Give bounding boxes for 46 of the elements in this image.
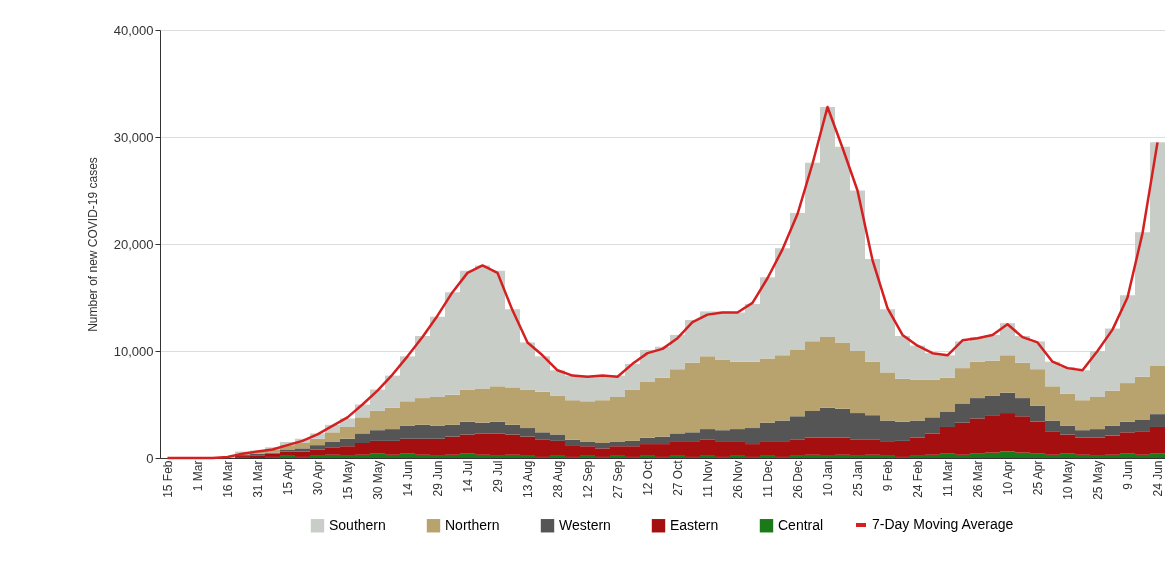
x-tick-label: 29 Jun [430,460,445,497]
x-tick-label: 15 Apr [280,460,295,496]
x-tick-label: 30 May [370,460,385,500]
x-tick-label: 11 Nov [700,460,715,498]
x-tick-label: 25 May [1090,460,1105,500]
x-tick-label: 24 Feb [910,460,925,498]
x-tick-label: 13 Aug [520,460,535,498]
x-tick-label: 15 May [340,460,355,500]
x-tick-label: 12 Sep [580,460,595,499]
legend-label: Eastern [670,516,719,533]
x-tick-label: 16 Mar [220,460,235,498]
x-tick-label: 27 Oct [670,459,685,496]
legend-label: Western [559,516,611,533]
x-tick-label: 11 Mar [940,460,955,497]
x-tick-label: 28 Aug [550,460,565,498]
x-tick-label: 29 Jul [490,460,505,493]
y-tick-label: 0 [146,450,154,466]
legend-label: Central [778,516,824,533]
x-tick-label: 25 Apr [1030,460,1045,496]
legend-label: 7-Day Moving Average [872,516,1014,532]
y-tick-label: 30,000 [113,129,154,145]
x-tick-label: 14 Jul [460,460,475,493]
y-axis-title: Number of new COVID-19 cases [85,157,100,332]
x-tick-label: 25 Jan [850,460,865,497]
legend-label: Northern [445,516,500,533]
x-tick-label: 1 Mar [190,460,205,492]
x-tick-label: 12 Oct [640,459,655,496]
x-tick-label: 31 Mar [250,460,265,498]
x-tick-label: 10 Jan [820,460,835,497]
x-tick-label: 10 Apr [1000,460,1015,496]
y-tick-label: 40,000 [113,22,154,38]
x-tick-label: 26 Nov [730,460,745,499]
x-tick-label: 27 Sep [610,460,625,499]
legend-label: Southern [329,516,386,533]
x-tick-label: 15 Feb [160,460,175,498]
x-tick-label: 11 Dec [760,460,775,498]
x-tick-label: 14 Jun [400,460,415,497]
x-tick-label: 9 Feb [880,460,895,492]
x-tick-label: 24 Jun [1150,460,1165,497]
y-tick-label: 10,000 [113,343,154,359]
x-tick-label: 9 Jun [1120,460,1135,490]
x-tick-label: 30 Apr [310,460,325,496]
y-tick-label: 20,000 [113,236,154,252]
x-tick-label: 26 Mar [970,460,985,498]
x-tick-label: 26 Dec [790,460,805,499]
x-tick-label: 10 May [1060,460,1075,500]
